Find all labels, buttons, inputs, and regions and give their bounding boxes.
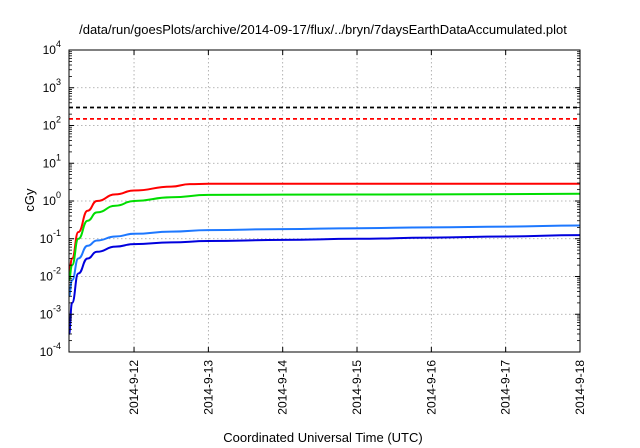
series-line xyxy=(68,234,581,335)
series-line xyxy=(68,182,580,275)
chart-title: /data/run/goesPlots/archive/2014-09-17/f… xyxy=(79,22,567,37)
y-tick-label: 103 xyxy=(43,77,61,95)
y-axis-label: cGy xyxy=(22,188,37,212)
x-axis-label: Coordinated Universal Time (UTC) xyxy=(223,430,422,445)
series-line xyxy=(68,192,581,282)
y-axis: 10-4 10-3 10-2 10-1 100 101 102 103 104 xyxy=(40,39,580,359)
threshold-lines xyxy=(69,106,580,120)
y-tick-label: 102 xyxy=(43,115,61,133)
x-tick-label: 2014-9-14 xyxy=(276,360,290,415)
y-tick-label: 101 xyxy=(43,152,61,170)
x-tick-label: 2014-9-16 xyxy=(424,360,438,415)
y-tick-label: 104 xyxy=(43,39,61,57)
series-group xyxy=(68,182,581,335)
x-tick-label: 2014-9-15 xyxy=(350,360,364,415)
x-axis: 2014-9-12 2014-9-13 2014-9-14 2014-9-15 2014… xyxy=(127,50,587,415)
x-tick-label: 2014-9-18 xyxy=(573,360,587,415)
y-tick-label: 10-4 xyxy=(40,341,61,359)
y-tick-label: 10-2 xyxy=(40,266,61,284)
y-tick-label: 10-1 xyxy=(40,228,61,246)
y-tick-label: 10-3 xyxy=(40,303,61,321)
x-tick-label: 2014-9-13 xyxy=(201,360,215,415)
series-line xyxy=(68,224,581,298)
y-tick-label: 100 xyxy=(43,190,61,208)
x-tick-label: 2014-9-17 xyxy=(499,360,513,415)
x-tick-label: 2014-9-12 xyxy=(127,360,141,415)
grid xyxy=(69,50,580,352)
